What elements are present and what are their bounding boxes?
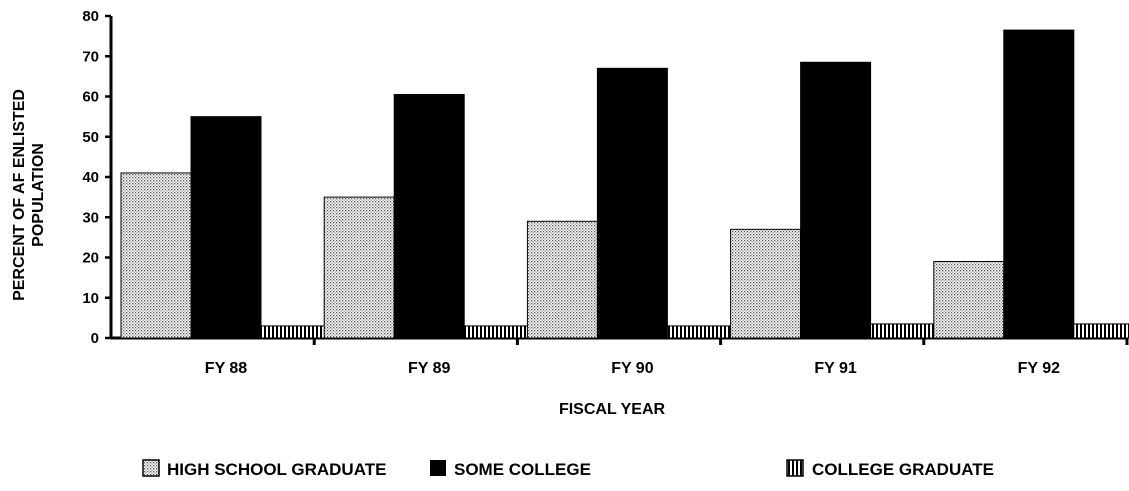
bar-high-school-graduate-fy-92 [933, 261, 1005, 339]
bar-college-graduate-fy-92 [1073, 323, 1129, 339]
legend-label-some-college: SOME COLLEGE [454, 460, 591, 479]
bar-high-school-graduate-fy-91 [730, 228, 802, 339]
y-tick-label-0: 0 [91, 330, 99, 347]
x-tick-label-fy-90: FY 90 [611, 360, 654, 377]
legend-item-high-school-graduate: HIGH SCHOOL GRADUATE [142, 459, 386, 479]
x-axis-title: FISCAL YEAR [559, 401, 666, 418]
bars [120, 29, 1129, 339]
bar-some-college-fy-89 [393, 93, 465, 339]
y-tick-label-70: 70 [82, 48, 99, 65]
y-tick-label-10: 10 [82, 290, 99, 307]
y-tick-label-50: 50 [82, 129, 99, 146]
y-tick-label-60: 60 [82, 89, 99, 106]
legend-item-college-graduate: COLLEGE GRADUATE [786, 459, 994, 479]
bar-some-college-fy-88 [190, 116, 262, 339]
bar-college-graduate-fy-89 [463, 325, 535, 339]
legend-label-high-school-graduate: HIGH SCHOOL GRADUATE [167, 460, 386, 479]
bar-some-college-fy-90 [596, 67, 668, 339]
y-axis-title: PERCENT OF AF ENLISTED POPULATION [11, 89, 47, 301]
legend-swatch-college-graduate [786, 459, 804, 477]
bar-high-school-graduate-fy-88 [120, 172, 192, 339]
y-axis-title-line-1: PERCENT OF AF ENLISTED [11, 89, 28, 301]
legend-swatch-some-college [430, 460, 446, 476]
bar-college-graduate-fy-88 [260, 325, 332, 339]
y-axis-title-line-2: POPULATION [30, 143, 47, 247]
bar-high-school-graduate-fy-89 [323, 196, 395, 339]
y-tick-label-40: 40 [82, 169, 99, 186]
bar-some-college-fy-91 [800, 61, 872, 339]
y-tick-label-80: 80 [82, 8, 99, 25]
legend-swatch-high-school-graduate [142, 459, 160, 477]
legend-label-college-graduate: COLLEGE GRADUATE [812, 460, 994, 479]
x-tick-label-fy-91: FY 91 [814, 360, 857, 377]
bar-college-graduate-fy-90 [666, 325, 738, 339]
legend-item-some-college: SOME COLLEGE [430, 460, 591, 479]
x-tick-label-fy-89: FY 89 [408, 360, 451, 377]
y-tick-label-30: 30 [82, 209, 99, 226]
x-tick-label-fy-88: FY 88 [205, 360, 248, 377]
bar-some-college-fy-92 [1003, 29, 1075, 339]
y-ticks: 0 10 20 30 40 50 60 70 80 [82, 8, 111, 347]
category-labels: FY 88 FY 89 FY 90 FY 91 FY 92 [205, 360, 1060, 377]
bar-high-school-graduate-fy-90 [526, 220, 598, 339]
y-tick-label-20: 20 [82, 250, 99, 267]
x-tick-label-fy-92: FY 92 [1018, 360, 1061, 377]
bar-college-graduate-fy-91 [870, 323, 942, 339]
legend: HIGH SCHOOL GRADUATE SOME COLLEGE COLLEG… [142, 459, 994, 479]
